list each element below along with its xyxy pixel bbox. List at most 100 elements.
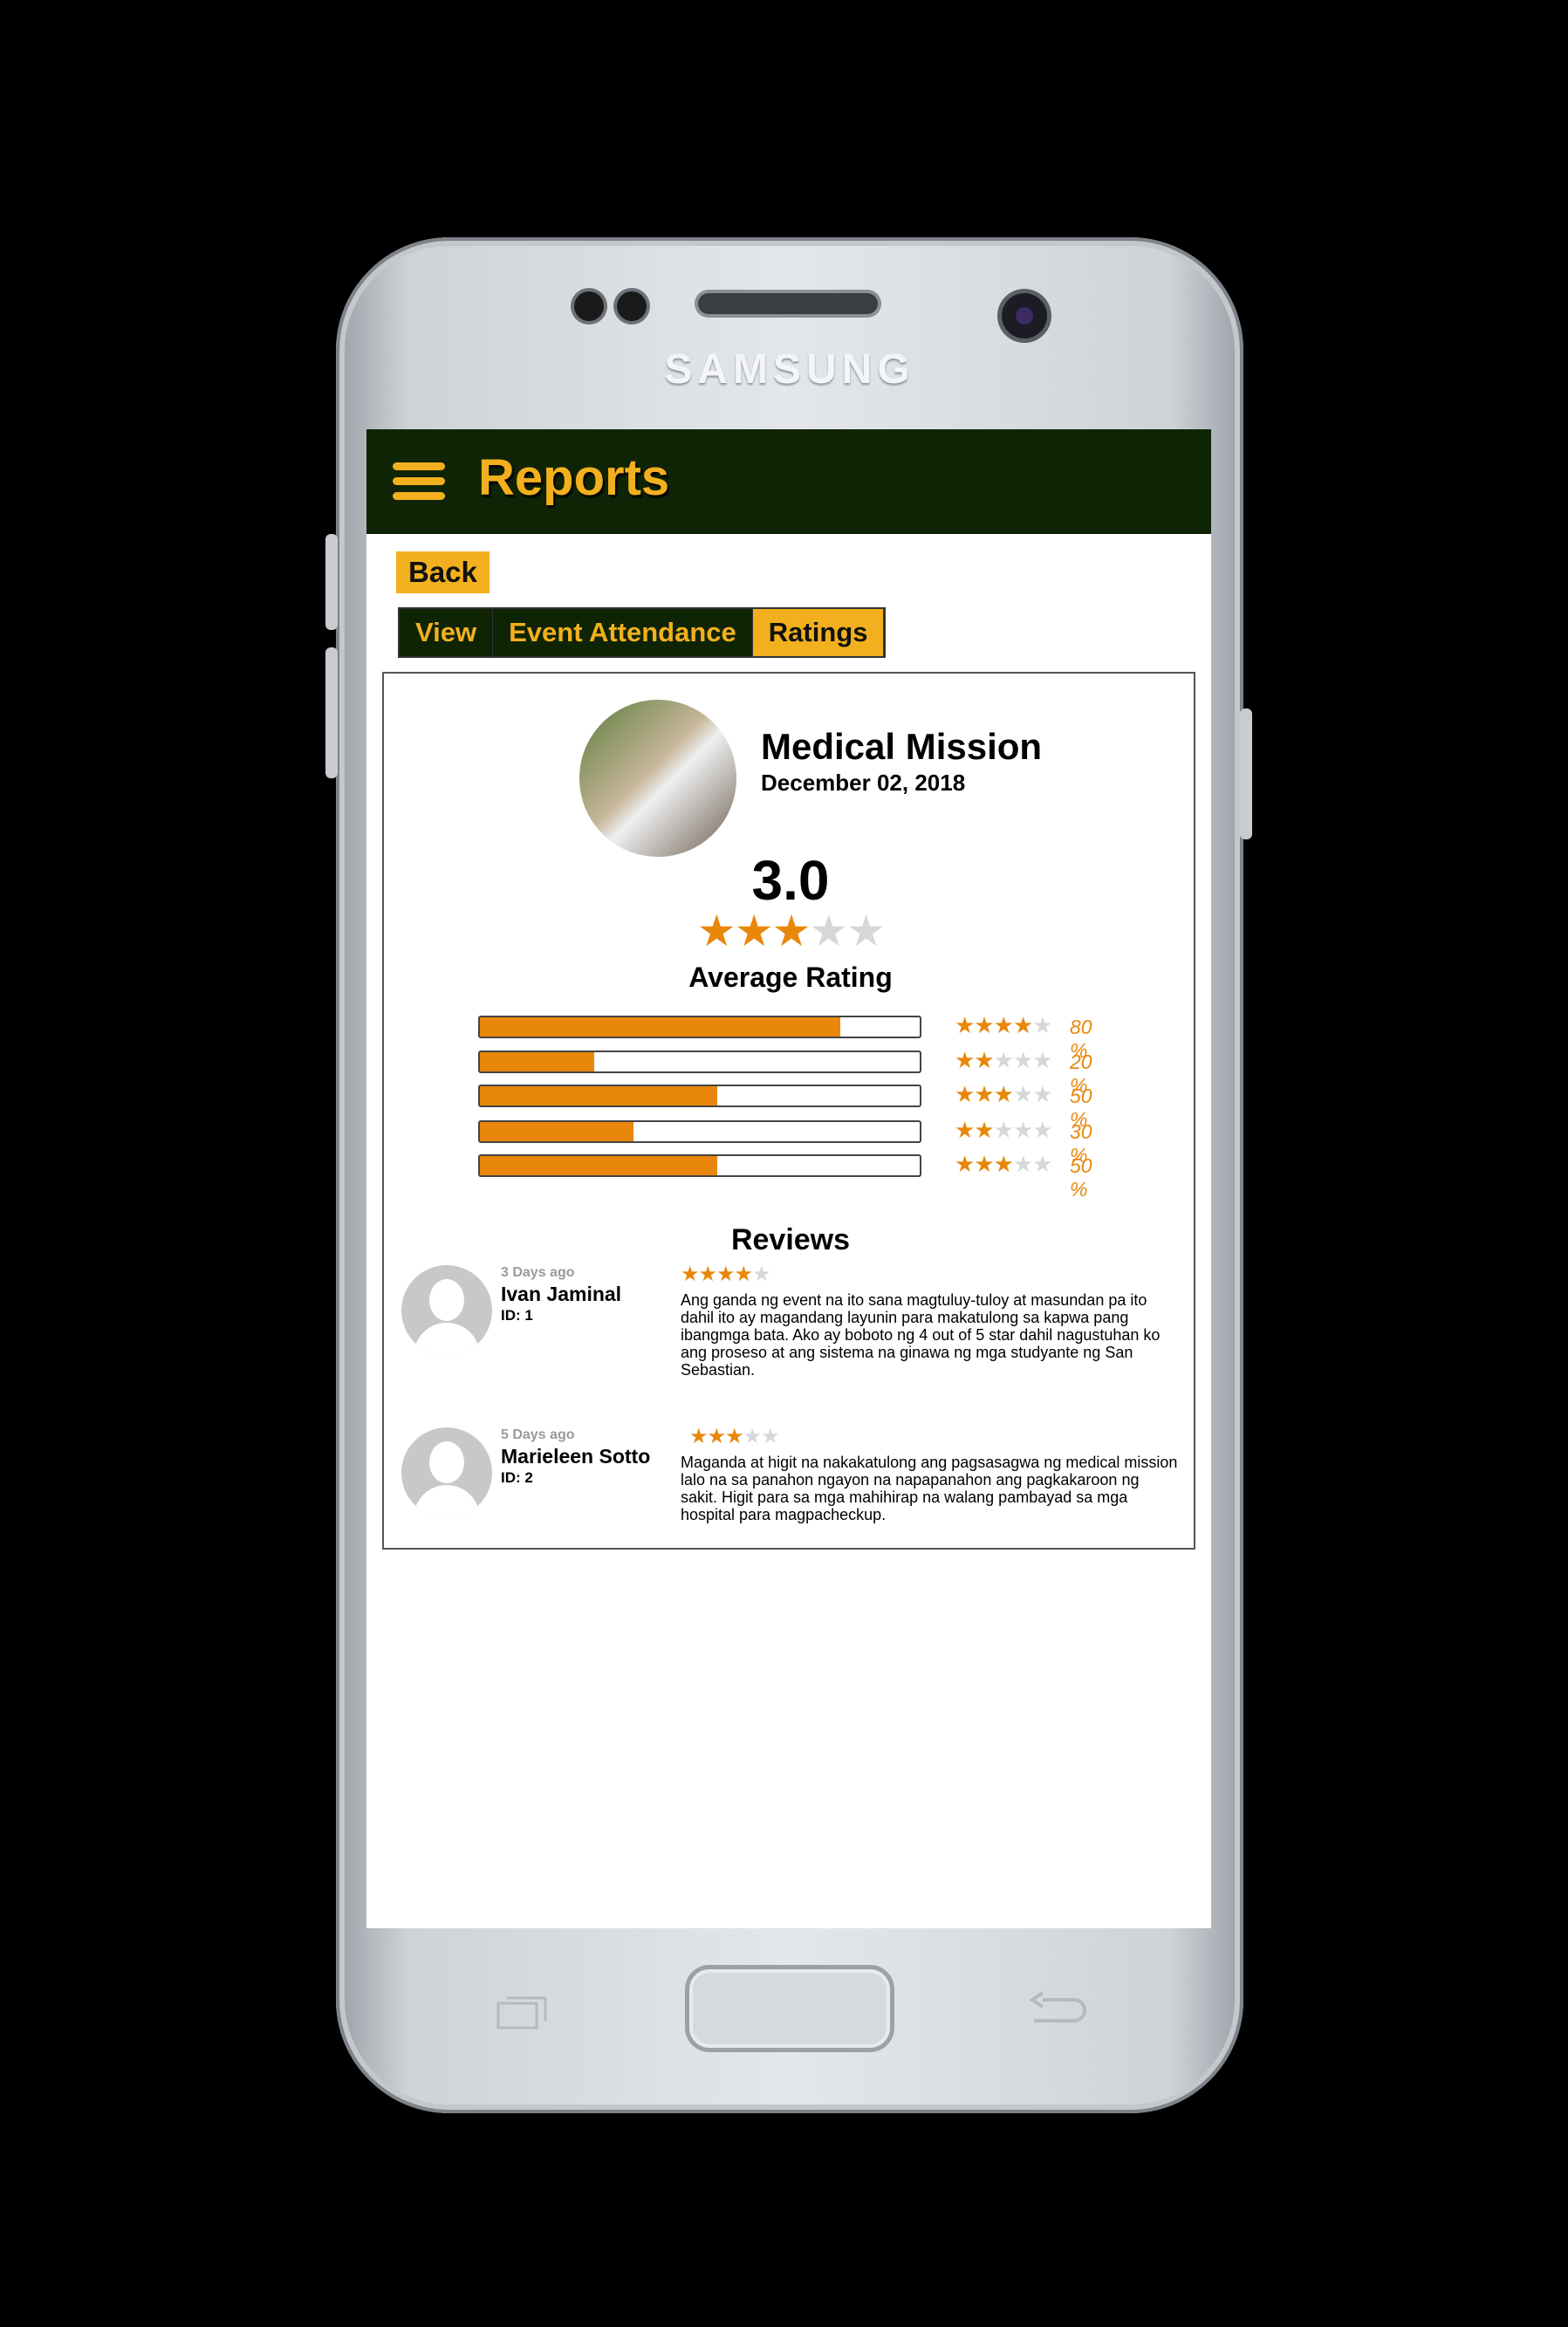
app-screen: Reports Back View Event Attendance Ratin… (366, 429, 1211, 1928)
star-filled-icon: ★ (993, 1081, 1014, 1107)
star-empty-icon: ★ (1032, 1012, 1052, 1038)
star-empty-icon: ★ (1012, 1117, 1033, 1143)
star-filled-icon: ★ (974, 1012, 994, 1038)
hamburger-menu-icon[interactable] (393, 462, 445, 501)
rating-row-percent: 50 % (1070, 1154, 1092, 1201)
tab-event-attendance[interactable]: Event Attendance (493, 609, 753, 656)
star-empty-icon: ★ (809, 907, 848, 955)
home-button[interactable] (685, 1965, 894, 2052)
star-filled-icon: ★ (955, 1081, 975, 1107)
power-button (1240, 708, 1252, 839)
star-filled-icon: ★ (993, 1151, 1014, 1177)
star-filled-icon: ★ (725, 1425, 743, 1448)
back-button[interactable]: Back (396, 551, 490, 593)
earpiece-speaker (698, 293, 878, 314)
rating-bar-fill (480, 1122, 634, 1141)
star-empty-icon: ★ (1032, 1047, 1052, 1073)
star-filled-icon: ★ (707, 1425, 726, 1448)
star-empty-icon: ★ (1012, 1081, 1033, 1107)
event-date: December 02, 2018 (761, 770, 966, 796)
recent-apps-icon[interactable] (495, 1993, 551, 2029)
review-text: Ang ganda ng event na ito sana magtuluy-… (681, 1291, 1161, 1379)
rating-breakdown-row: ★★★★★ 80 % (478, 1012, 1092, 1062)
star-empty-icon: ★ (761, 1425, 779, 1448)
star-filled-icon: ★ (716, 1263, 735, 1286)
report-tabs: View Event Attendance Ratings (398, 607, 887, 658)
star-filled-icon: ★ (955, 1117, 975, 1143)
star-filled-icon: ★ (974, 1117, 994, 1143)
sensor-dot (574, 291, 604, 321)
star-empty-icon: ★ (1012, 1047, 1033, 1073)
star-filled-icon: ★ (681, 1263, 699, 1286)
rating-bar-fill (480, 1086, 718, 1105)
rating-bar (478, 1154, 921, 1177)
star-filled-icon: ★ (993, 1012, 1014, 1038)
review-text: Maganda at higit na nakakatulong ang pag… (681, 1454, 1178, 1523)
rating-row-percent: 30 % (1070, 1120, 1092, 1167)
reviewer-id: ID: 2 (501, 1469, 533, 1486)
rating-row-stars: ★★★★★ (955, 1012, 1053, 1039)
review-time: 3 Days ago (501, 1265, 575, 1280)
star-filled-icon: ★ (974, 1151, 994, 1177)
avatar (401, 1427, 492, 1518)
star-filled-icon: ★ (1012, 1012, 1033, 1038)
rating-bar-fill (480, 1017, 841, 1037)
rating-bar (478, 1016, 921, 1038)
review-stars: ★★★★★ (681, 1262, 771, 1287)
event-name: Medical Mission (761, 726, 1043, 767)
review-stars: ★★★★★ (689, 1424, 780, 1449)
rating-row-percent: 80 % (1070, 1016, 1092, 1062)
tab-view[interactable]: View (400, 609, 494, 656)
avatar (401, 1265, 492, 1356)
volume-button (325, 534, 338, 630)
reviewer-name: Marieleen Sotto (501, 1445, 651, 1468)
star-empty-icon: ★ (1032, 1151, 1052, 1177)
star-empty-icon: ★ (1032, 1117, 1052, 1143)
average-rating-label: Average Rating (688, 962, 893, 993)
rating-row-stars: ★★★★★ (955, 1151, 1053, 1178)
star-filled-icon: ★ (955, 1151, 975, 1177)
star-filled-icon: ★ (974, 1047, 994, 1073)
app-bar: Reports (366, 429, 1211, 534)
rating-breakdown-row: ★★★★★ 20 % (478, 1047, 1092, 1097)
star-filled-icon: ★ (955, 1012, 975, 1038)
star-empty-icon: ★ (743, 1425, 762, 1448)
rating-row-stars: ★★★★★ (955, 1047, 1053, 1074)
average-rating-value: 3.0 (751, 849, 830, 912)
ratings-card: Medical Mission December 02, 2018 3.0 ★★… (382, 672, 1195, 1550)
star-filled-icon: ★ (689, 1425, 708, 1448)
rating-bar-fill (480, 1052, 595, 1071)
star-empty-icon: ★ (1032, 1081, 1052, 1107)
rating-row-percent: 20 % (1070, 1051, 1092, 1097)
front-camera (1002, 293, 1047, 339)
star-empty-icon: ★ (993, 1117, 1014, 1143)
reviews-heading: Reviews (730, 1223, 851, 1256)
rating-bar (478, 1051, 921, 1073)
event-photo (579, 700, 736, 857)
star-empty-icon: ★ (752, 1263, 770, 1286)
rating-bar (478, 1120, 921, 1143)
tab-ratings[interactable]: Ratings (752, 609, 885, 656)
star-filled-icon: ★ (955, 1047, 975, 1073)
star-empty-icon: ★ (993, 1047, 1014, 1073)
review-time: 5 Days ago (501, 1427, 575, 1442)
star-filled-icon: ★ (698, 1263, 717, 1286)
rating-bar (478, 1085, 921, 1107)
rating-row-stars: ★★★★★ (955, 1117, 1053, 1144)
rating-breakdown-row: ★★★★★ 30 % (478, 1117, 1092, 1167)
rating-bar-fill (480, 1156, 718, 1175)
star-filled-icon: ★ (771, 907, 811, 955)
volume-down-button (325, 647, 338, 778)
average-rating-stars: ★★★★★ (384, 906, 1197, 956)
sensor-dot (617, 291, 647, 321)
back-nav-icon[interactable] (1025, 1991, 1086, 2029)
rating-row-percent: 50 % (1070, 1085, 1092, 1131)
star-filled-icon: ★ (974, 1081, 994, 1107)
star-filled-icon: ★ (696, 907, 736, 955)
star-filled-icon: ★ (734, 1263, 753, 1286)
rating-breakdown-row: ★★★★★ 50 % (478, 1081, 1092, 1131)
reviewer-name: Ivan Jaminal (501, 1283, 622, 1305)
rating-row-stars: ★★★★★ (955, 1081, 1053, 1108)
rating-breakdown-row: ★★★★★ 50 % (478, 1151, 1092, 1201)
page-title: Reports (478, 449, 670, 506)
